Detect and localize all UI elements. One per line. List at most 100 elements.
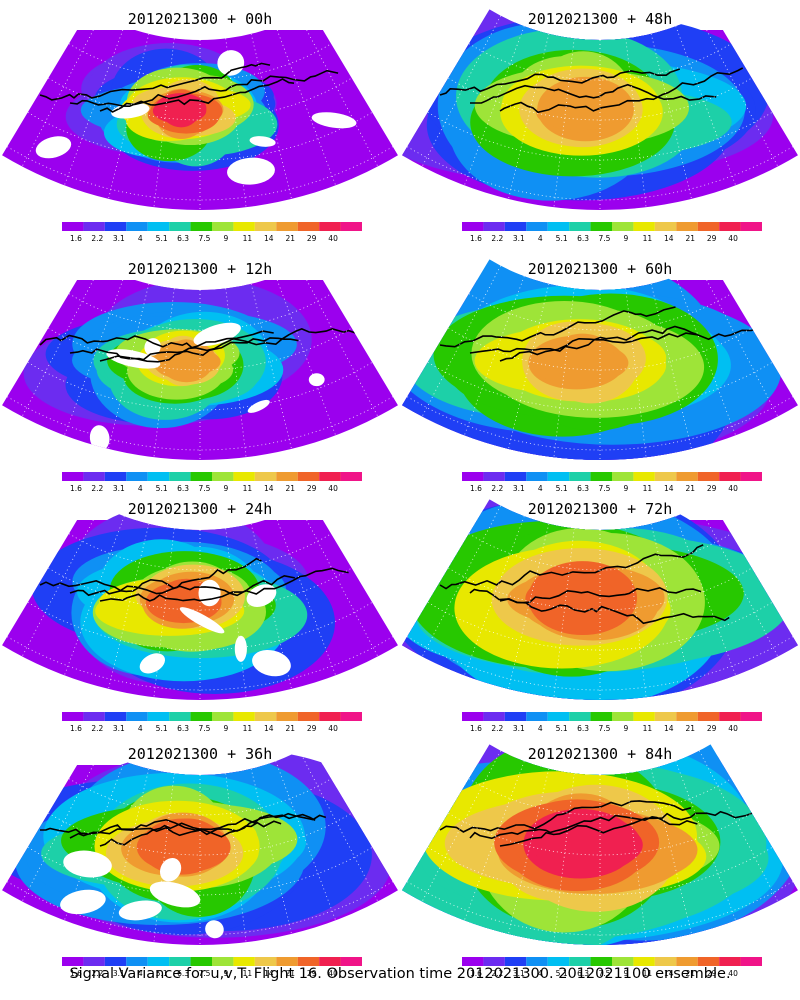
meridian — [650, 523, 692, 690]
panel-title: 2012021300 + 48h — [528, 10, 673, 28]
colorbar-swatch — [169, 957, 191, 966]
colorbar-label: 21 — [685, 234, 695, 243]
colorbar-swatch — [697, 712, 720, 721]
colorbar-label: 29 — [307, 969, 317, 978]
colorbar-swatch — [190, 712, 212, 721]
colorbar-label: 5.1 — [156, 484, 168, 493]
colorbar-label: 40 — [328, 724, 338, 733]
colorbar-label: 40 — [328, 234, 338, 243]
colorbar-label: 1.6 — [70, 484, 82, 493]
colorbar-label: 1.6 — [470, 724, 482, 733]
colorbar-swatch — [169, 472, 191, 481]
colorbar-swatch — [719, 957, 741, 966]
colorbar-swatch — [504, 957, 527, 966]
colorbar-swatch — [462, 712, 484, 721]
colorbar-swatch — [633, 472, 655, 481]
colorbar-label: 14 — [664, 484, 674, 493]
parallel — [427, 602, 773, 651]
colorbar: 1.6 2.2 3.1 4 5.1 6.3 7.5 9 11 14 21 29 40 — [462, 222, 762, 243]
colorbar-label: 2.2 — [491, 724, 503, 733]
colorbar-swatch — [526, 222, 548, 231]
colorbar-label: 14 — [664, 969, 674, 978]
masked-region — [227, 157, 275, 185]
colorbar-swatch — [319, 222, 341, 231]
panel-title: 2012021300 + 12h — [128, 260, 273, 278]
colorbar-swatch — [104, 472, 127, 481]
meridian — [153, 528, 175, 698]
colorbar-label: 3.1 — [113, 969, 125, 978]
colorbar-label: 21 — [685, 724, 695, 733]
coastline — [470, 83, 717, 104]
meridian — [64, 26, 125, 186]
figure-caption: Signal Variance for u,v,T. Flight 16. Ob… — [69, 966, 731, 982]
colorbar-swatch — [676, 712, 698, 721]
coastline — [99, 327, 356, 363]
colorbar-swatch — [462, 222, 484, 231]
meridian — [275, 761, 336, 921]
colorbar-label: 4 — [538, 724, 543, 733]
meridian — [675, 761, 736, 921]
colorbar-label: 6.3 — [177, 484, 189, 493]
meridian — [21, 750, 102, 902]
colorbar-label: 29 — [307, 724, 317, 733]
masked-region — [60, 889, 106, 915]
coastline — [439, 306, 676, 348]
variance-map — [2, 15, 398, 210]
meridian — [553, 773, 575, 943]
meridian — [698, 15, 779, 167]
colorbar-swatch — [569, 472, 591, 481]
meridian — [675, 276, 736, 436]
masked-region — [139, 653, 166, 674]
colorbar-swatch — [212, 472, 234, 481]
colorbar-swatch — [676, 957, 698, 966]
colorbar-label: 14 — [264, 724, 274, 733]
meridian — [650, 283, 692, 450]
colorbar-label: 21 — [285, 234, 295, 243]
colorbar: 1.6 2.2 3.1 4 5.1 6.3 7.5 9 11 14 21 29 40 — [462, 472, 762, 493]
meridian — [298, 505, 379, 657]
meridian — [421, 505, 502, 657]
meridian — [553, 288, 575, 458]
coastline — [99, 567, 349, 602]
variance-contour — [552, 576, 618, 624]
parallel — [27, 602, 373, 651]
colorbar-swatch — [147, 472, 170, 481]
colorbar-label: 29 — [307, 234, 317, 243]
colorbar-swatch — [126, 472, 148, 481]
colorbar-label: 9 — [224, 969, 229, 978]
colorbar-label: 6.3 — [177, 724, 189, 733]
meridian — [698, 505, 779, 657]
meridian — [275, 26, 336, 186]
colorbar-label: 14 — [264, 969, 274, 978]
colorbar-label: 2.2 — [91, 969, 103, 978]
colorbar-label: 6.3 — [177, 234, 189, 243]
colorbar-swatch — [233, 957, 255, 966]
meridian — [153, 38, 175, 208]
colorbar-swatch — [104, 712, 127, 721]
colorbar-swatch — [569, 712, 591, 721]
coastline — [469, 587, 702, 604]
meridian — [698, 750, 779, 902]
colorbar-swatch — [319, 472, 341, 481]
colorbar-label: 2.2 — [491, 234, 503, 243]
colorbar-swatch — [340, 957, 362, 966]
colorbar-label: 11 — [643, 724, 653, 733]
colorbar-label: 7.5 — [199, 724, 211, 733]
parallel — [427, 112, 773, 161]
colorbar-swatch — [612, 957, 634, 966]
colorbar-swatch — [697, 957, 720, 966]
colorbar-swatch — [190, 222, 212, 231]
meridian — [225, 773, 247, 943]
colorbar-label: 2.2 — [91, 484, 103, 493]
colorbar-swatch — [297, 472, 320, 481]
parallel — [427, 847, 773, 896]
panel-title: 2012021300 + 00h — [128, 10, 273, 28]
meridian — [21, 505, 102, 657]
meridian — [698, 265, 779, 417]
coastline — [69, 574, 295, 597]
colorbar-swatch — [719, 472, 741, 481]
variance-map — [2, 265, 398, 460]
meridian — [675, 516, 736, 676]
colorbar-swatch — [83, 472, 105, 481]
